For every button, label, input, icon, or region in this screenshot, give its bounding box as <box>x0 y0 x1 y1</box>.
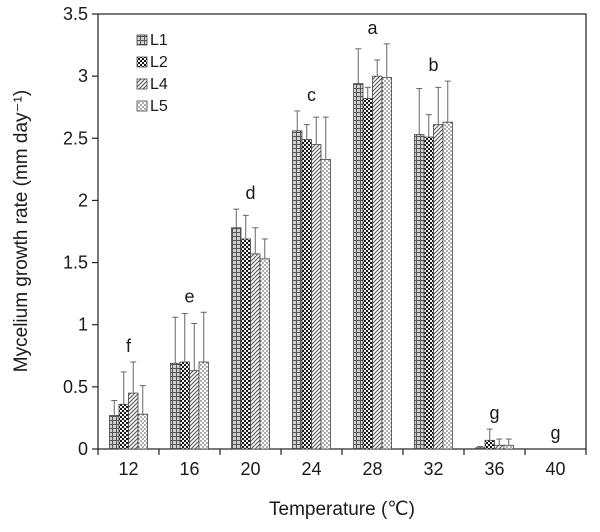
x-tick-label: 20 <box>240 459 260 479</box>
legend: L1 L2 L4 L5 <box>136 32 168 115</box>
x-tick-label: 24 <box>301 459 321 479</box>
bar-l5-24 <box>320 159 331 450</box>
bar-l5-16 <box>198 361 209 450</box>
bar-l2-24 <box>301 139 312 450</box>
y-tick-label: 2.5 <box>63 128 88 148</box>
bar-l5-28 <box>381 76 392 450</box>
bar-l4-32 <box>433 124 444 450</box>
x-tick-label: 36 <box>484 459 504 479</box>
bar-l2-20 <box>240 238 251 450</box>
legend-label-l5: L5 <box>150 98 168 115</box>
bar-l4-24 <box>311 144 322 450</box>
y-tick-label: 1 <box>78 315 88 335</box>
y-tick-label: 2 <box>78 190 88 210</box>
x-axis: 12 16 20 24 28 32 36 40 <box>97 449 587 479</box>
bar-l2-28 <box>362 98 373 450</box>
bar-l5-36 <box>503 444 514 450</box>
y-tick-label: 3 <box>78 66 88 86</box>
y-tick-label: 3.5 <box>63 4 88 24</box>
x-tick-label: 32 <box>423 459 443 479</box>
x-tick-label: 28 <box>362 459 382 479</box>
x-tick-label: 12 <box>118 459 138 479</box>
y-tick-label: 0 <box>78 439 88 459</box>
x-tick-label: 40 <box>545 459 565 479</box>
legend-swatch-l4 <box>136 78 148 90</box>
significance-letter-32: b <box>428 55 438 75</box>
bar-l2-16 <box>179 361 190 450</box>
significance-letter-40: g <box>550 423 560 443</box>
bar-l2-36 <box>484 439 495 450</box>
significance-letter-24: c <box>307 85 316 105</box>
bar-l1-20 <box>231 227 242 450</box>
bar-l1-16 <box>170 362 181 450</box>
significance-letter-20: d <box>245 183 255 203</box>
y-axis-title: Mycelium growth rate (mm day⁻¹) <box>11 90 32 372</box>
bar-l4-36 <box>494 444 505 450</box>
bar-l2-32 <box>423 136 434 450</box>
legend-label-l1: L1 <box>150 32 168 49</box>
significance-letters: f e d c a b g g <box>126 18 561 443</box>
bar-l1-12 <box>109 415 120 450</box>
bar-l5-32 <box>442 121 453 450</box>
legend-label-l2: L2 <box>150 54 168 71</box>
bar-l4-16 <box>189 370 200 450</box>
legend-swatch-l5 <box>136 100 148 112</box>
y-axis: 0 0.5 1 1.5 2 2.5 3 3.5 <box>63 4 98 459</box>
bar-l4-20 <box>250 253 261 450</box>
legend-swatch-l1 <box>136 34 148 46</box>
significance-letter-16: e <box>184 286 194 306</box>
bar-l1-28 <box>353 83 364 450</box>
bar-l5-12 <box>137 413 148 450</box>
bar-l4-28 <box>372 75 383 450</box>
bar-l1-36 <box>475 447 486 450</box>
x-axis-title: Temperature (℃) <box>269 499 415 520</box>
bar-l1-32 <box>414 134 425 450</box>
bar-l4-12 <box>128 392 139 450</box>
legend-label-l4: L4 <box>150 76 168 93</box>
bar-l2-12 <box>118 403 129 450</box>
bar-l1-24 <box>292 130 303 450</box>
significance-letter-12: f <box>126 336 132 356</box>
y-tick-label: 0.5 <box>63 377 88 397</box>
significance-letter-28: a <box>367 18 378 38</box>
bar-l5-20 <box>259 258 270 450</box>
legend-swatch-l2 <box>136 56 148 68</box>
y-tick-label: 1.5 <box>63 253 88 273</box>
x-tick-label: 16 <box>179 459 199 479</box>
error-bars <box>111 43 512 448</box>
significance-letter-36: g <box>489 403 499 423</box>
bar-groups <box>109 75 514 450</box>
